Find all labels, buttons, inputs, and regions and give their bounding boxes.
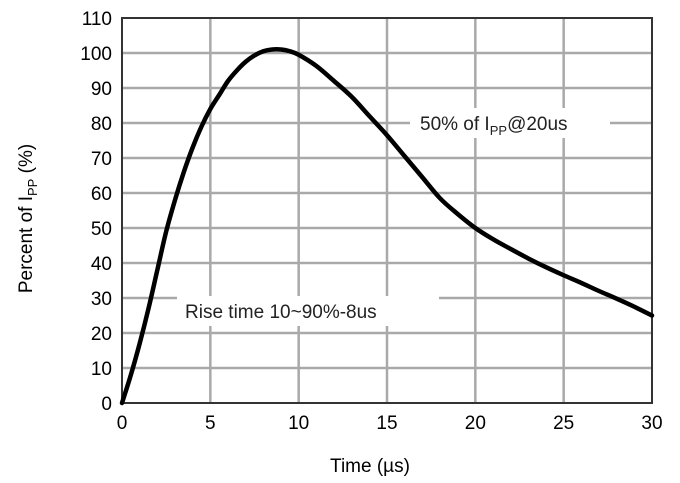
series-layer xyxy=(119,47,655,406)
annotation-rise-bg xyxy=(177,296,439,326)
x-tick-label: 5 xyxy=(205,413,216,434)
y-tick-label: 30 xyxy=(91,289,112,310)
x-tick-label: 15 xyxy=(376,413,397,434)
y-tick-label: 100 xyxy=(80,44,112,65)
plot-frame xyxy=(121,17,653,404)
y-tick-label: 40 xyxy=(91,254,112,275)
y-tick-label: 10 xyxy=(91,359,112,380)
annotation-peak-bg xyxy=(410,108,610,138)
y-tick-label: 80 xyxy=(91,114,112,135)
series-line xyxy=(119,47,655,406)
y-tick-label: 50 xyxy=(91,219,112,240)
x-tick-label: 25 xyxy=(553,413,574,434)
x-axis-title: Time (µs) xyxy=(330,456,410,477)
y-tick-label: 20 xyxy=(91,324,112,345)
y-axis-title: Percent of IPP (%) xyxy=(16,144,40,293)
grid xyxy=(122,18,652,403)
x-tick-label: 10 xyxy=(288,413,309,434)
y-tick-label: 110 xyxy=(82,9,112,30)
x-tick-label: 30 xyxy=(641,413,662,434)
y-tick-label: 70 xyxy=(91,149,112,170)
annotation-peak: 50% of IPP@20us xyxy=(420,114,568,138)
y-tick-label: 60 xyxy=(91,184,112,205)
plot-border xyxy=(121,17,653,404)
x-tick-label: 0 xyxy=(117,413,128,434)
axis-titles: Time (µs) Percent of IPP (%) xyxy=(16,144,410,477)
x-tick-label: 20 xyxy=(465,413,486,434)
annotation-rise: Rise time 10~90%-8us xyxy=(185,302,377,323)
tick-labels: 0 5 10 15 20 25 30 0 10 20 30 40 50 60 70 80 90 100 110 xyxy=(80,9,662,434)
annotations: 50% of IPP@20us Rise time 10~90%-8us xyxy=(177,108,610,326)
y-tick-label: 0 xyxy=(101,394,112,415)
y-tick-label: 90 xyxy=(91,79,112,100)
